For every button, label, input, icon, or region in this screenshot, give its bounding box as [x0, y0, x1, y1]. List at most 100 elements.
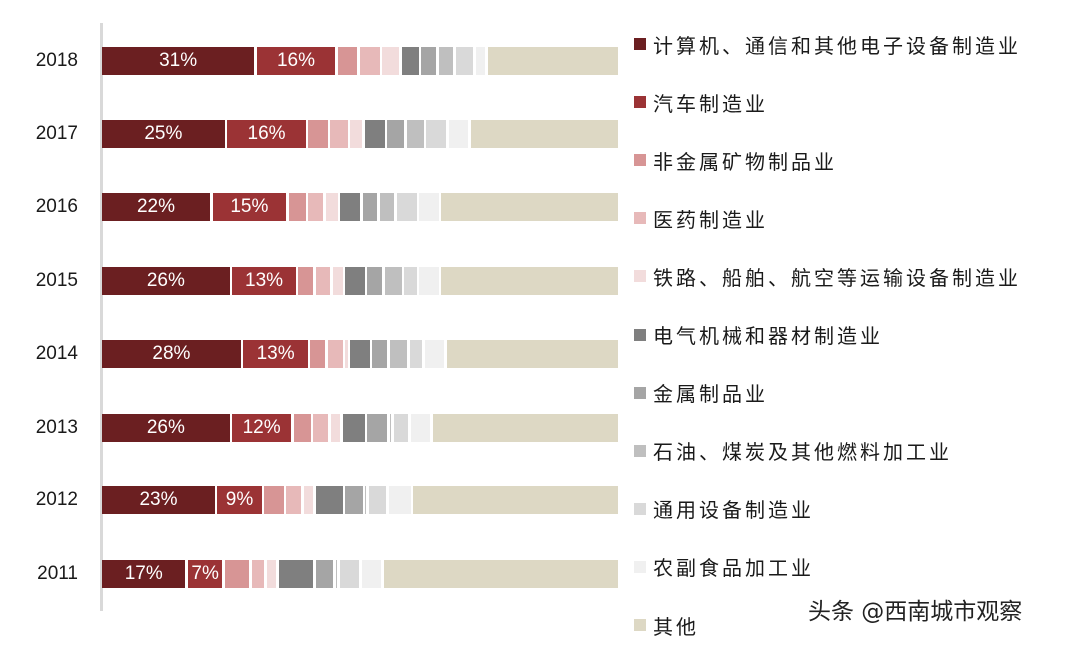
bar-segment — [410, 414, 431, 442]
year-label: 2012 — [35, 489, 78, 510]
year-label: 2016 — [35, 196, 78, 217]
bar-segment — [393, 414, 409, 442]
bar-segment — [327, 340, 343, 368]
bar-segment — [387, 120, 405, 148]
bar-segment — [345, 340, 348, 368]
legend-label: 通用设备制造业 — [653, 498, 814, 523]
bar-segment — [372, 340, 388, 368]
year-label: 2018 — [35, 50, 78, 71]
bar-segment: 9% — [217, 486, 262, 514]
bar-row-2011: 2011 17% 7% — [0, 560, 620, 588]
bar-segment: 17% — [102, 560, 186, 588]
bar-row-2015: 2015 26% 13% — [0, 267, 620, 295]
legend-swatch-icon — [634, 270, 646, 283]
year-label: 2014 — [35, 343, 78, 364]
bar-segment — [330, 120, 348, 148]
bar-segment — [401, 47, 419, 75]
bar-segment: 26% — [102, 267, 230, 295]
bar-segment: 26% — [102, 414, 230, 442]
bar-segment: 13% — [232, 267, 296, 295]
legend-swatch-icon — [634, 444, 646, 457]
bar-segment — [251, 560, 265, 588]
legend-item: 非金属矿物制品业 — [634, 146, 837, 174]
bar-segment: 7% — [187, 560, 223, 588]
bar-segment — [339, 560, 360, 588]
bar-segment — [487, 47, 618, 75]
bar-segment: 31% — [102, 47, 255, 75]
year-label: 2011 — [37, 563, 78, 584]
legend-label: 医药制造业 — [653, 207, 768, 232]
bar-segment: 15% — [212, 193, 287, 221]
bar-segment: 28% — [102, 340, 241, 368]
year-label: 2015 — [35, 270, 78, 291]
bar-segment — [224, 560, 250, 588]
legend-label: 农副食品加工业 — [653, 556, 814, 581]
bar-segment — [389, 340, 408, 368]
bar-segment — [332, 267, 343, 295]
bar-segment — [310, 340, 326, 368]
year-label: 2013 — [35, 417, 78, 438]
bar-segment — [293, 414, 311, 442]
bar-segment — [413, 486, 618, 514]
bar-segment — [350, 120, 363, 148]
stacked-bar: 31% 16% — [102, 47, 618, 75]
year-label: 2017 — [35, 123, 78, 144]
legend-swatch-icon — [634, 328, 646, 341]
bar-segment — [409, 340, 423, 368]
bar-segment — [424, 340, 445, 368]
legend-swatch-icon — [634, 386, 646, 399]
bar-segment — [455, 47, 474, 75]
bar-segment — [389, 414, 392, 442]
bar-segment: 12% — [232, 414, 292, 442]
bar-segment — [325, 193, 338, 221]
bar-segment — [367, 267, 383, 295]
bar-segment — [313, 414, 328, 442]
legend-label: 计算机、通信和其他电子设备制造业 — [653, 33, 1021, 58]
stacked-bar: 26% 12% — [102, 414, 618, 442]
bar-segment — [388, 486, 411, 514]
bar-segment — [448, 120, 469, 148]
bar-segment: 22% — [102, 193, 211, 221]
bar-segment — [426, 120, 447, 148]
stacked-bar: 26% 13% — [102, 267, 619, 295]
bar-segment — [362, 193, 378, 221]
watermark: 头条 @西南城市观察 — [808, 599, 1023, 625]
bar-segment — [315, 486, 343, 514]
legend-label: 电气机械和器材制造业 — [653, 324, 883, 348]
bar-segment — [441, 267, 619, 295]
bar-segment — [419, 267, 439, 295]
bar-segment — [404, 267, 417, 295]
bar-segment — [446, 340, 619, 368]
bar-segment — [278, 560, 314, 588]
bar-segment — [308, 193, 324, 221]
bar-segment: 16% — [256, 47, 336, 75]
bar-segment: 13% — [243, 340, 308, 368]
legend-label: 金属制品业 — [653, 382, 768, 407]
bar-segment — [345, 267, 365, 295]
legend-item: 医药制造业 — [634, 204, 768, 232]
legend-swatch-icon — [634, 619, 646, 631]
bar-segment — [438, 47, 454, 75]
bar-row-2013: 2013 26% 12% — [0, 414, 620, 442]
legend-swatch-icon — [634, 38, 646, 50]
bar-segment — [286, 486, 301, 514]
legend-label: 其他 — [653, 614, 699, 639]
stacked-bar: 17% 7% — [102, 560, 618, 588]
legend-item: 计算机、通信和其他电子设备制造业 — [634, 30, 1021, 58]
bar-segment — [298, 267, 314, 295]
legend-item: 电气机械和器材制造业 — [634, 321, 883, 349]
bar-segment — [359, 47, 380, 75]
bar-row-2014: 2014 28% 13% — [0, 340, 620, 368]
bar-segment — [330, 414, 341, 442]
bar-segment: 16% — [227, 120, 306, 148]
bar-row-2017: 2017 25% 16% — [0, 120, 620, 148]
bar-segment — [396, 193, 417, 221]
legend-item: 金属制品业 — [634, 379, 768, 407]
y-axis-line — [100, 23, 103, 611]
stacked-bar: 23% 9% — [102, 486, 618, 514]
bar-segment — [470, 120, 619, 148]
bar-segment — [367, 414, 388, 442]
legend-item: 石油、煤炭及其他燃料加工业 — [634, 437, 952, 465]
bar-segment: 25% — [102, 120, 225, 148]
legend-swatch-icon — [634, 212, 646, 225]
